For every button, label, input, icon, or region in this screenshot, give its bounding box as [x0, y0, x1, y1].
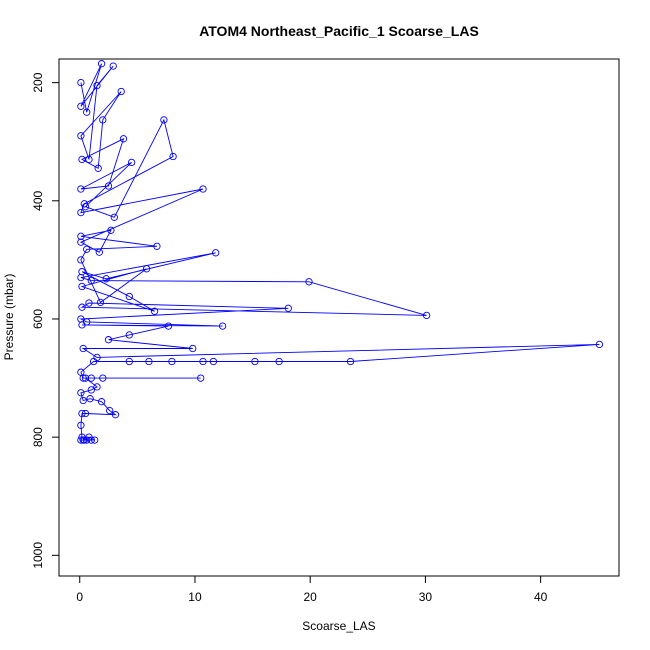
data-point	[212, 249, 220, 257]
data-point	[85, 299, 93, 307]
x-axis: 0 10 20 30 40	[76, 575, 548, 604]
data-point	[97, 60, 106, 68]
series-line	[79, 63, 600, 441]
data-point	[87, 276, 95, 285]
data-point	[142, 265, 151, 273]
data-point	[104, 182, 113, 190]
y-tick-label: 600	[31, 309, 45, 329]
data-point	[78, 303, 86, 311]
y-axis-label: Pressure (mbar)	[2, 274, 16, 361]
y-tick-label: 800	[31, 427, 45, 447]
data-point	[85, 155, 93, 164]
data-point	[99, 374, 107, 382]
data-point	[77, 232, 85, 240]
data-point	[83, 245, 91, 253]
x-tick-label: 30	[419, 590, 433, 604]
data-point	[87, 374, 95, 382]
data-point	[77, 185, 85, 193]
data-point	[96, 298, 105, 307]
data-point	[97, 398, 106, 406]
data-point	[209, 357, 218, 366]
data-point	[78, 282, 86, 291]
data-point	[83, 108, 91, 116]
data-point	[150, 307, 159, 315]
x-tick-label: 10	[188, 590, 202, 604]
data-point	[106, 406, 114, 415]
data-point	[77, 389, 85, 397]
data-point	[104, 336, 113, 344]
data-point	[145, 357, 153, 366]
data-point	[94, 164, 102, 172]
y-tick-label: 1000	[31, 542, 45, 569]
data-point	[119, 135, 128, 143]
data-point	[164, 322, 173, 330]
data-point	[189, 344, 197, 353]
data-point	[78, 155, 86, 164]
data-point	[93, 81, 101, 90]
data-point	[199, 185, 207, 193]
data-point	[99, 116, 107, 124]
data-point	[595, 340, 604, 349]
data-point	[284, 304, 292, 312]
series-layer	[77, 60, 604, 444]
chart-title: ATOM4 Northeast_Pacific_1 Scoarse_LAS	[199, 23, 479, 39]
data-point	[78, 409, 86, 418]
data-point	[153, 242, 161, 250]
data-point	[77, 421, 85, 429]
data-point	[168, 357, 176, 366]
data-point	[102, 275, 110, 283]
data-point	[107, 226, 115, 234]
data-point	[86, 395, 94, 403]
data-point	[197, 374, 205, 382]
data-point	[251, 357, 259, 366]
data-point	[77, 436, 85, 444]
data-point	[93, 353, 101, 362]
data-point	[83, 318, 91, 326]
data-point	[110, 213, 118, 221]
x-tick-label: 0	[76, 590, 83, 604]
data-point	[77, 256, 85, 264]
data-point	[422, 311, 431, 320]
data-point	[79, 396, 87, 405]
data-point	[95, 248, 103, 256]
data-point	[127, 158, 136, 167]
data-point	[81, 203, 90, 211]
data-point	[77, 78, 85, 87]
y-axis: 200 400 600 800 1000	[31, 72, 60, 569]
data-point	[77, 238, 85, 246]
y-tick-label: 400	[31, 190, 45, 210]
data-point	[81, 374, 90, 382]
data-point	[91, 436, 99, 444]
data-point	[87, 386, 95, 394]
data-point	[77, 132, 85, 140]
data-point	[305, 278, 313, 286]
data-point	[77, 368, 85, 376]
data-point	[109, 62, 117, 70]
x-tick-label: 40	[534, 590, 548, 604]
data-point	[77, 208, 85, 217]
data-point	[218, 322, 227, 330]
data-point	[125, 331, 133, 339]
data-point	[199, 357, 207, 366]
x-axis-label: Scoarse_LAS	[302, 619, 375, 633]
data-point	[275, 357, 283, 366]
data-point	[77, 102, 85, 110]
data-point	[125, 357, 133, 366]
y-tick-label: 200	[31, 72, 45, 92]
data-point	[77, 315, 85, 323]
data-point	[81, 409, 90, 418]
data-point	[125, 292, 133, 301]
data-point	[111, 411, 120, 419]
data-point	[160, 116, 168, 124]
data-point	[79, 344, 87, 353]
data-point	[78, 433, 86, 441]
data-point	[93, 383, 101, 391]
data-point	[346, 357, 355, 366]
data-point	[169, 152, 177, 161]
data-point	[117, 87, 125, 96]
x-tick-label: 20	[304, 590, 318, 604]
data-point	[78, 268, 86, 276]
